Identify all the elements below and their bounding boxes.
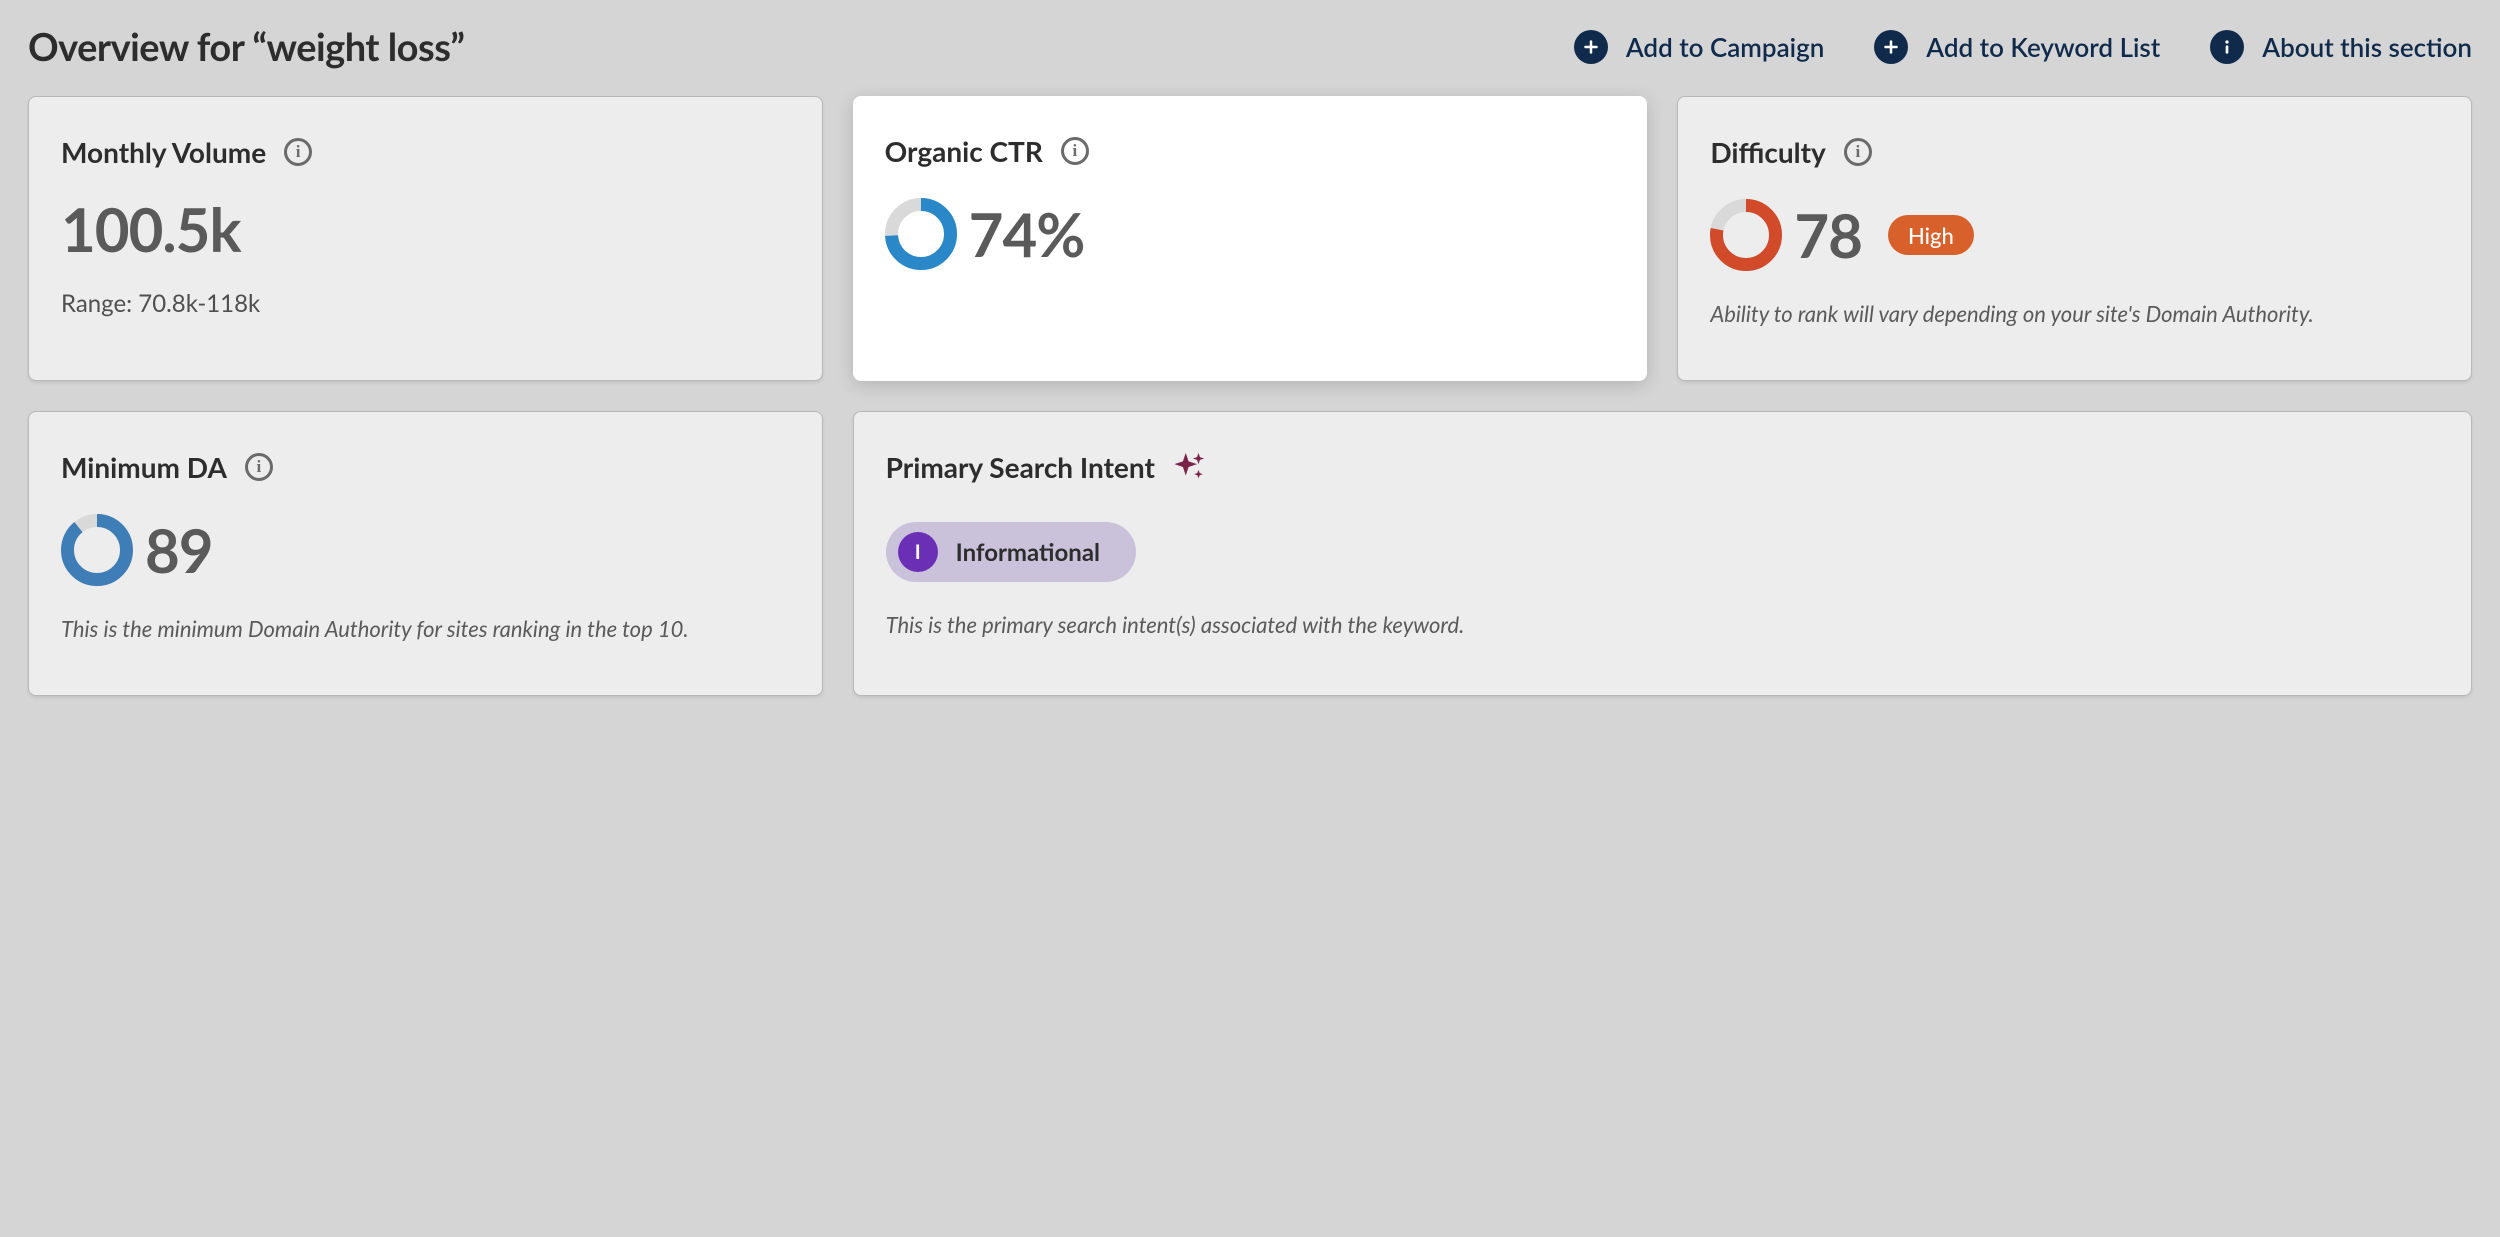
page-title: Overview for “weight loss” xyxy=(28,24,464,70)
search-intent-card: Primary Search Intent I Informational Th… xyxy=(853,411,2472,696)
ctr-value: 74% xyxy=(969,204,1085,264)
ctr-donut-chart xyxy=(885,198,957,270)
card-title: Monthly Volume xyxy=(61,135,266,169)
info-icon[interactable]: i xyxy=(284,138,312,166)
info-icon[interactable]: i xyxy=(245,453,273,481)
info-icon[interactable]: i xyxy=(1844,138,1872,166)
difficulty-card: Difficulty i 78 High Ability to rank wil… xyxy=(1677,96,2472,381)
min-da-donut-chart xyxy=(61,514,133,586)
action-label: Add to Keyword List xyxy=(1926,31,2160,63)
monthly-volume-range: Range: 70.8k-118k xyxy=(61,289,790,318)
add-to-keyword-list-button[interactable]: Add to Keyword List xyxy=(1874,30,2160,64)
info-icon xyxy=(2210,30,2244,64)
metrics-grid: Monthly Volume i 100.5k Range: 70.8k-118… xyxy=(28,96,2472,696)
plus-icon xyxy=(1874,30,1908,64)
min-da-note: This is the minimum Domain Authority for… xyxy=(61,614,790,644)
organic-ctr-card: Organic CTR i 74% xyxy=(853,96,1648,381)
card-title: Difficulty xyxy=(1710,135,1826,169)
header-actions: Add to Campaign Add to Keyword List Abou… xyxy=(1574,30,2472,64)
action-label: About this section xyxy=(2262,31,2472,63)
intent-note: This is the primary search intent(s) ass… xyxy=(886,610,2439,640)
difficulty-value: 78 xyxy=(1794,205,1862,265)
info-icon[interactable]: i xyxy=(1061,137,1089,165)
intent-label: Informational xyxy=(956,538,1100,567)
add-to-campaign-button[interactable]: Add to Campaign xyxy=(1574,30,1824,64)
card-title: Organic CTR xyxy=(885,134,1043,168)
plus-icon xyxy=(1574,30,1608,64)
intent-badge: I xyxy=(898,532,938,572)
difficulty-note: Ability to rank will vary depending on y… xyxy=(1710,299,2439,329)
overview-page: Overview for “weight loss” Add to Campai… xyxy=(0,0,2500,720)
minimum-da-card: Minimum DA i 89 This is the minimum Doma… xyxy=(28,411,823,696)
intent-pill: I Informational xyxy=(886,522,1136,582)
action-label: Add to Campaign xyxy=(1626,31,1824,63)
monthly-volume-card: Monthly Volume i 100.5k Range: 70.8k-118… xyxy=(28,96,823,381)
sparkle-icon xyxy=(1173,450,1207,484)
min-da-value: 89 xyxy=(145,520,213,580)
card-title: Primary Search Intent xyxy=(886,450,1155,484)
about-section-button[interactable]: About this section xyxy=(2210,30,2472,64)
difficulty-donut-chart xyxy=(1710,199,1782,271)
difficulty-badge: High xyxy=(1888,215,1974,255)
monthly-volume-value: 100.5k xyxy=(61,199,790,259)
card-title: Minimum DA xyxy=(61,450,227,484)
header: Overview for “weight loss” Add to Campai… xyxy=(28,10,2472,96)
